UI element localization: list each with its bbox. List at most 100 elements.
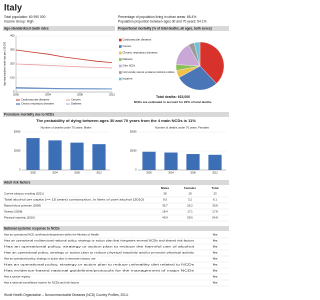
country-title: Italy <box>4 2 22 12</box>
x-tick-label: 2004 <box>52 172 58 175</box>
cell: Yes <box>213 275 218 279</box>
section-bar <box>3 26 115 31</box>
legend-label: Injuries <box>123 78 134 81</box>
legend-label: Diabetes <box>123 58 134 61</box>
section-title: Adult risk factors <box>4 180 30 184</box>
pie-note: Total deaths: 615,000 <box>156 95 190 99</box>
section-title: Proportional mortality (% of total death… <box>118 26 212 30</box>
row-label: Has an operational NCD unit/branch/depar… <box>4 233 99 237</box>
cell: 9.5 <box>163 198 167 202</box>
cell: Yes <box>213 239 218 243</box>
bar <box>142 151 156 170</box>
pie-slice <box>199 41 225 84</box>
y-tick-label: 25000 <box>130 150 137 153</box>
row-label: Has a cancer registry <box>4 275 31 279</box>
legend-label: Other NCDs <box>123 65 136 68</box>
row-label: Has an operational policy, strategy or a… <box>4 263 195 267</box>
x-tick-label: 2000 <box>30 172 36 175</box>
bar <box>208 154 222 170</box>
y-tick-label: 400 <box>10 34 15 38</box>
section-title: National systemic response to NCDs <box>4 226 60 230</box>
series-line <box>15 87 113 90</box>
x-tick-label: 2012 <box>96 172 102 175</box>
pie-slice <box>193 41 201 67</box>
info: Percentage of population living in urban… <box>118 15 196 19</box>
series-line <box>15 63 113 69</box>
cell: 26.2 <box>187 204 193 208</box>
bar <box>26 138 40 170</box>
cell: Yes <box>213 281 218 285</box>
y-tick-label: 100 <box>10 76 15 80</box>
legend-label: Chronic respiratory diseases <box>21 102 55 106</box>
y-tick-label: 25000 <box>14 150 21 153</box>
section-subtitle: The probability of dying between ages 30… <box>36 118 196 123</box>
cell: 35.7 <box>162 204 168 208</box>
row-label: Physical inactivity (2010) <box>4 216 35 220</box>
row-label: Has an operational policy, strategy or a… <box>4 245 195 249</box>
series-line <box>15 49 113 63</box>
row-label: Current tobacco smoking (2011) <box>4 192 44 196</box>
cell: Yes <box>213 263 218 267</box>
chart-title: Number of deaths under 70 years: Females <box>155 126 210 130</box>
bar <box>70 142 84 170</box>
y-tick-label: 0 <box>135 169 137 172</box>
cell: 3.2 <box>188 198 192 202</box>
cell: 28 <box>163 192 167 196</box>
y-axis-label: Age-standardized death rate per 100 000 <box>4 42 7 86</box>
x-tick-label: 2008 <box>77 93 83 97</box>
section-title: Age-standardized death rates <box>4 26 49 30</box>
x-tick-label: 2008 <box>190 172 196 175</box>
legend-swatch <box>119 64 122 68</box>
cell: 59.5 <box>187 216 193 220</box>
info: Population proportion between ages 30 an… <box>118 19 207 23</box>
cell: 49.9 <box>162 216 168 220</box>
cell: Yes <box>213 269 218 273</box>
column-header: Total <box>212 186 219 190</box>
y-tick-label: 50000 <box>14 131 21 134</box>
section-bar <box>3 112 229 117</box>
bar <box>92 144 106 170</box>
pie-slice <box>178 65 217 91</box>
cell: Yes <box>213 245 218 249</box>
series-line <box>15 88 112 90</box>
legend-swatch <box>119 58 122 61</box>
x-tick-label: 2000 <box>146 172 152 175</box>
x-tick-label: 2000 <box>13 93 19 97</box>
cell: 54.8 <box>212 216 218 220</box>
legend-label: Diabetes <box>71 102 82 106</box>
cell: 19 <box>188 192 192 196</box>
legend-swatch <box>119 45 122 48</box>
y-tick-label: 300 <box>10 48 15 52</box>
cell: 17.8 <box>212 210 218 214</box>
cell: 17.1 <box>187 210 193 214</box>
legend-swatch <box>119 51 122 55</box>
bar <box>48 140 62 170</box>
cell: Yes <box>213 257 218 261</box>
legend-label: Cancers <box>71 98 81 102</box>
y-tick-label: 50000 <box>130 131 137 134</box>
legend-label: Cardiovascular diseases <box>21 98 50 102</box>
info: Total population: 60 990 000 <box>4 15 46 19</box>
row-label: Raised blood pressure (2008) <box>4 204 41 208</box>
column-header: Females <box>184 186 196 190</box>
y-tick-label: 200 <box>10 62 15 66</box>
x-tick-label: 2004 <box>45 93 51 97</box>
bar <box>186 154 200 170</box>
y-tick-label: 0 <box>13 90 15 94</box>
row-label: Has a national surveillance system for N… <box>4 281 80 285</box>
info: Income Group: High <box>4 19 34 23</box>
legend-swatch <box>119 77 122 81</box>
y-tick-label: 0 <box>19 169 21 172</box>
cell: 30.8 <box>212 204 218 208</box>
legend-swatch <box>119 71 122 74</box>
legend-label: Chronic respiratory diseases <box>123 52 159 55</box>
row-label: Total alcohol per capita (>= 15 years) c… <box>4 198 144 202</box>
bar <box>164 152 178 170</box>
pie-note: NCDs are estimated to account for 92% of… <box>134 100 212 104</box>
x-tick-label: 2012 <box>212 172 218 175</box>
section-bar <box>3 180 229 185</box>
row-label: Has an operational multisectoral nationa… <box>4 239 195 243</box>
cell: Yes <box>213 251 218 255</box>
row-label: Has evidence-based national guidelines/p… <box>4 269 195 273</box>
x-tick-label: 2012 <box>109 93 115 97</box>
